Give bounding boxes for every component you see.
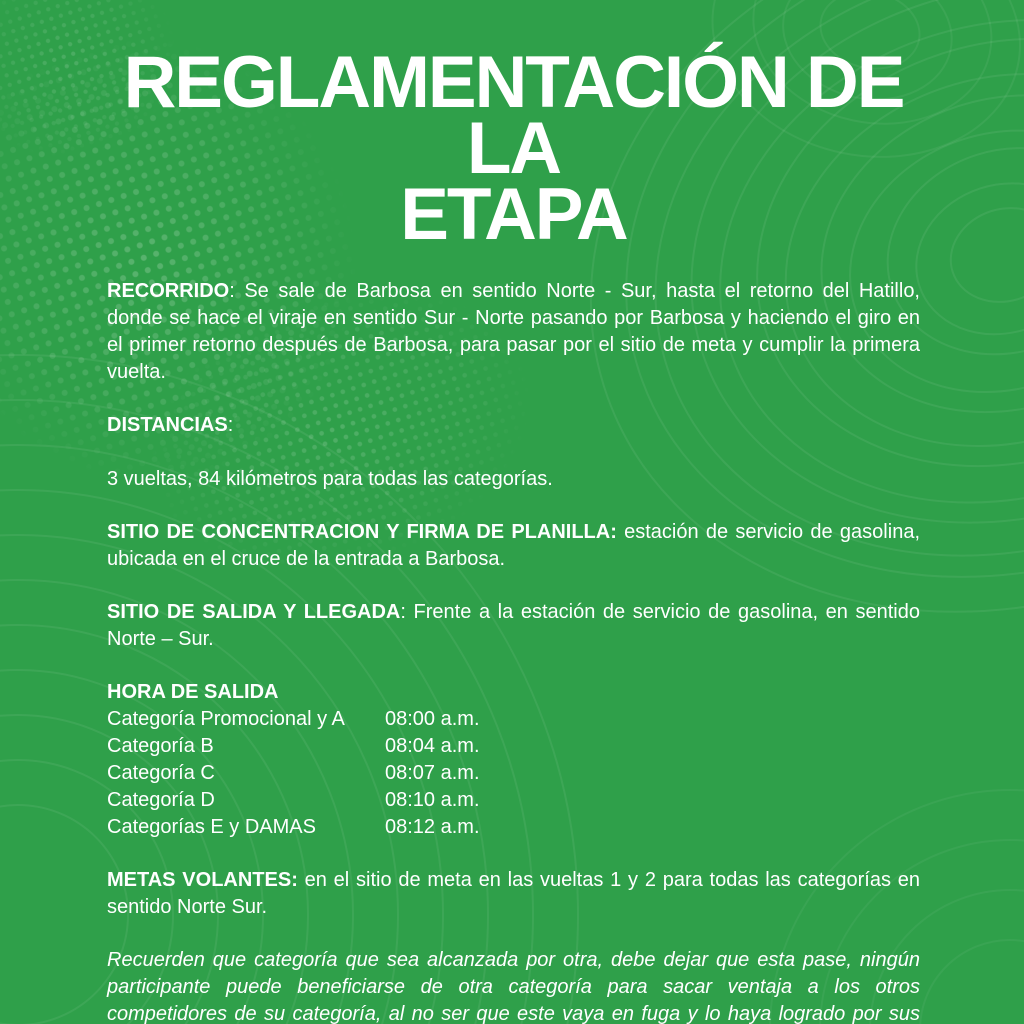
start-times-heading: HORA DE SALIDA — [107, 681, 279, 703]
time-cell: 08:00 a.m. — [385, 708, 480, 730]
category-cell: Categoría D — [107, 789, 215, 811]
distancias-text: 3 vueltas, 84 kilómetros para todas las … — [107, 468, 553, 490]
salida-llegada-paragraph: SITIO DE SALIDA Y LLEGADA: Frente a la e… — [107, 599, 920, 653]
start-times-table: HORA DE SALIDA Categoría Promocional y A… — [107, 679, 920, 841]
page-title-line2: ETAPA — [400, 174, 629, 255]
category-cell: Categorías E y DAMAS — [107, 816, 316, 838]
table-row: Categorías E y DAMAS 08:12 a.m. — [107, 814, 920, 841]
time-cell: 08:12 a.m. — [385, 816, 480, 838]
table-row: Categoría Promocional y A 08:00 a.m. — [107, 706, 920, 733]
salida-llegada-label: SITIO DE SALIDA Y LLEGADA — [107, 601, 401, 623]
distancias-heading: DISTANCIAS: — [107, 412, 920, 439]
recorrido-paragraph: RECORRIDO: Se sale de Barbosa en sentido… — [107, 278, 920, 386]
category-cell: Categoría Promocional y A — [107, 708, 345, 730]
category-cell: Categoría B — [107, 735, 214, 757]
recorrido-label: RECORRIDO — [107, 280, 230, 302]
poster-content: REGLAMENTACIÓN DE LA ETAPA RECORRIDO: Se… — [0, 42, 1024, 1024]
distancias-colon: : — [227, 414, 234, 436]
concentracion-paragraph: SITIO DE CONCENTRACION Y FIRMA DE PLANIL… — [107, 519, 920, 573]
page-title: REGLAMENTACIÓN DE LA ETAPA — [107, 42, 920, 255]
distancias-label: DISTANCIAS — [107, 414, 228, 436]
time-cell: 08:10 a.m. — [385, 789, 480, 811]
metas-volantes-text: en el sitio de meta en las vueltas 1 y 2… — [107, 869, 920, 918]
category-cell: Categoría C — [107, 762, 215, 784]
table-row: Categoría D 08:10 a.m. — [107, 787, 920, 814]
time-cell: 08:07 a.m. — [385, 762, 480, 784]
time-cell: 08:04 a.m. — [385, 735, 480, 757]
table-row: Categoría B 08:04 a.m. — [107, 733, 920, 760]
page-title-line1: REGLAMENTACIÓN DE LA — [123, 42, 906, 189]
concentracion-text: estación de servicio de gasolina, ubicad… — [107, 521, 920, 570]
rules-note: Recuerden que categoría que sea alcanzad… — [107, 949, 920, 1024]
recorrido-text: : Se sale de Barbosa en sentido Norte - … — [107, 280, 920, 383]
metas-volantes-paragraph: METAS VOLANTES: en el sitio de meta en l… — [107, 867, 920, 921]
salida-llegada-text: : Frente a la estación de servicio de ga… — [107, 601, 920, 650]
table-row: Categoría C 08:07 a.m. — [107, 760, 920, 787]
concentracion-label: SITIO DE CONCENTRACION Y FIRMA DE PLANIL… — [107, 521, 617, 543]
metas-volantes-label: METAS VOLANTES: — [107, 869, 298, 891]
